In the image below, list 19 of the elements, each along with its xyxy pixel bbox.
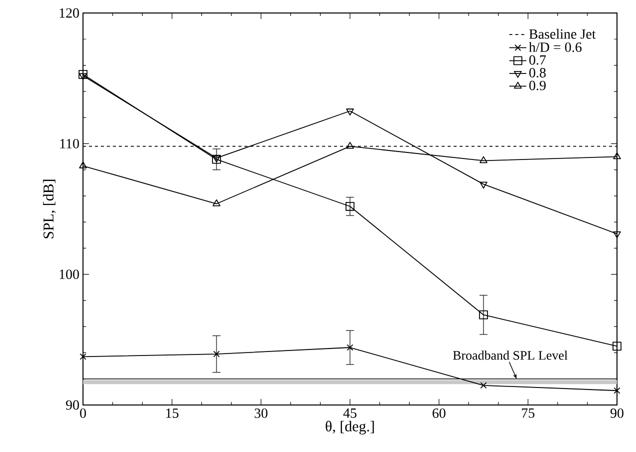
x-axis-title: θ, [deg.] bbox=[326, 420, 374, 434]
x-tick-label: 15 bbox=[166, 408, 178, 418]
ref-line-label: Broadband SPL Level bbox=[453, 350, 568, 360]
legend-label: h/D = 0.6 bbox=[528, 42, 582, 52]
legend-label: 0.8 bbox=[529, 68, 546, 78]
y-axis-title: SPL, [dB] bbox=[43, 180, 56, 238]
y-tick-label: 90 bbox=[66, 400, 79, 410]
x-tick-label: 75 bbox=[522, 408, 534, 418]
x-tick-label: 60 bbox=[432, 408, 446, 418]
legend-label: 0.9 bbox=[529, 80, 546, 90]
y-tick-label: 120 bbox=[60, 8, 79, 18]
x-tick-label: 0 bbox=[80, 408, 86, 418]
y-tick-label: 100 bbox=[60, 270, 79, 280]
x-tick-label: 30 bbox=[254, 408, 268, 418]
legend-label: Baseline Jet bbox=[529, 28, 596, 39]
x-tick-label: 45 bbox=[343, 408, 356, 418]
legend-label: 0.7 bbox=[529, 55, 546, 65]
y-tick-label: 110 bbox=[60, 138, 79, 148]
x-tick-label: 90 bbox=[610, 408, 624, 418]
